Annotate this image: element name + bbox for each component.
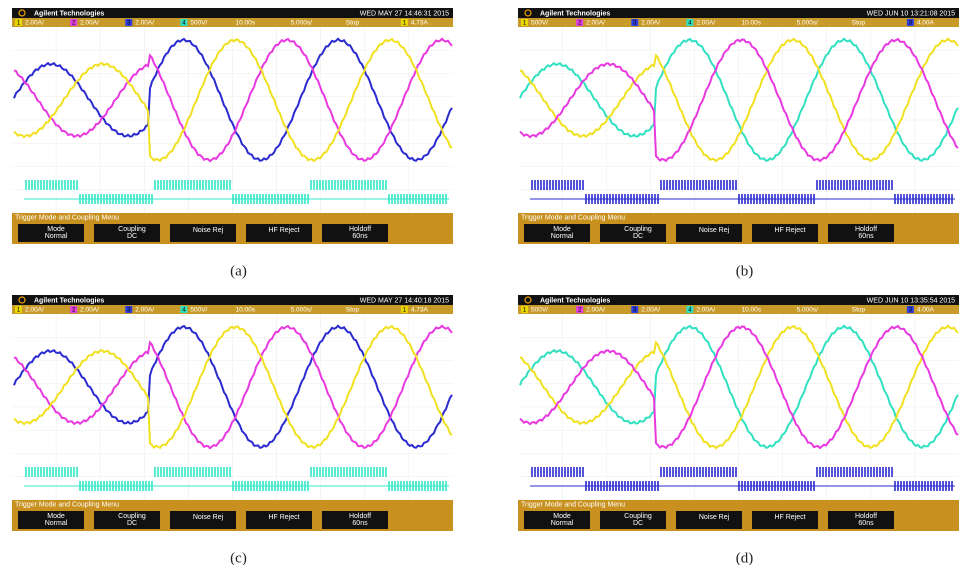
setting: 4.00A xyxy=(917,307,935,314)
softkey-label: Mode xyxy=(47,513,65,520)
setting: 2.00A/ xyxy=(586,307,605,314)
scope-panel: Agilent Technologies WED MAY 27 14:40:18 … xyxy=(12,295,453,565)
setting: Stop xyxy=(852,307,866,314)
settings-bar xyxy=(12,305,453,314)
setting: 10.00s xyxy=(742,307,762,314)
softkey-label: 60ns xyxy=(352,520,368,527)
setting: 2.00A/ xyxy=(641,307,660,314)
brand: Agilent Technologies xyxy=(34,297,104,304)
setting: 500V/ xyxy=(531,20,548,27)
softkey-label: DC xyxy=(633,520,643,527)
softkey-label: Noise Rej xyxy=(699,227,730,234)
setting: Stop xyxy=(346,20,360,27)
setting: 2.00A/ xyxy=(25,20,44,27)
softkey-label: Holdoff xyxy=(349,226,371,233)
softkey-label: Normal xyxy=(551,233,574,240)
caption: (a) xyxy=(230,263,247,279)
setting: 2.00A/ xyxy=(135,307,154,314)
setting: 5.000s/ xyxy=(291,20,313,27)
setting: 10.00s xyxy=(236,20,256,27)
setting: 4.73A xyxy=(411,20,429,27)
softkey-label: Coupling xyxy=(118,226,146,233)
softkey-label: Noise Rej xyxy=(699,514,730,521)
setting: 5.000s/ xyxy=(797,20,819,27)
softkey-label: Coupling xyxy=(624,226,652,233)
scope-panel: Agilent Technologies WED JUN 10 13:21:08 … xyxy=(518,8,959,279)
softkey-label: 60ns xyxy=(352,233,368,240)
setting: Stop xyxy=(346,307,360,314)
softkey-label: Normal xyxy=(551,520,574,527)
menu-title: Trigger Mode and Coupling Menu xyxy=(521,502,625,509)
settings-bar xyxy=(12,18,453,27)
scope-panel: Agilent Technologies WED MAY 27 14:46:31 … xyxy=(12,8,453,279)
setting: 10.00s xyxy=(742,20,762,27)
softkey-label: Mode xyxy=(553,226,571,233)
brand: Agilent Technologies xyxy=(540,297,610,304)
softkey-label: Holdoff xyxy=(855,513,877,520)
setting: 2.00A/ xyxy=(696,20,715,27)
softkey-label: Normal xyxy=(45,520,68,527)
softkey-label: HF Reject xyxy=(774,227,805,234)
softkey-label: Holdoff xyxy=(855,226,877,233)
softkey-label: Mode xyxy=(553,513,571,520)
setting: 2.00A/ xyxy=(696,307,715,314)
setting: 500V/ xyxy=(190,20,207,27)
softkey-label: Noise Rej xyxy=(193,227,224,234)
scope-panel: Agilent Technologies WED JUN 10 13:35:54 … xyxy=(518,295,959,565)
setting: 10.00s xyxy=(236,307,256,314)
softkey-label: 60ns xyxy=(858,233,874,240)
date: WED JUN 10 13:21:08 2015 xyxy=(867,10,955,17)
setting: 4.73A xyxy=(411,307,429,314)
softkey-label: Coupling xyxy=(624,513,652,520)
setting: Stop xyxy=(852,20,866,27)
caption: (c) xyxy=(230,550,247,565)
softkey-label: Normal xyxy=(45,233,68,240)
softkey-label: DC xyxy=(127,520,137,527)
setting: 2.00A/ xyxy=(641,20,660,27)
brand: Agilent Technologies xyxy=(34,10,104,17)
setting: 500V/ xyxy=(531,307,548,314)
setting: 4.00A xyxy=(917,20,935,27)
caption: (b) xyxy=(736,263,754,279)
menu-title: Trigger Mode and Coupling Menu xyxy=(15,502,119,509)
date: WED MAY 27 14:40:18 2015 xyxy=(360,297,449,304)
softkey-label: HF Reject xyxy=(774,514,805,521)
softkey-label: 60ns xyxy=(858,520,874,527)
menu-title: Trigger Mode and Coupling Menu xyxy=(521,215,625,222)
softkey-label: Mode xyxy=(47,226,65,233)
softkey-label: Noise Rej xyxy=(193,514,224,521)
setting: 5.000s/ xyxy=(291,307,313,314)
date: WED MAY 27 14:46:31 2015 xyxy=(360,10,449,17)
setting: 500V/ xyxy=(190,307,207,314)
settings-bar xyxy=(518,18,959,27)
caption: (d) xyxy=(736,550,754,565)
settings-bar xyxy=(518,305,959,314)
softkey-label: Coupling xyxy=(118,513,146,520)
setting: 2.00A/ xyxy=(80,307,99,314)
setting: 2.00A/ xyxy=(586,20,605,27)
setting: 2.00A/ xyxy=(135,20,154,27)
softkey-label: DC xyxy=(633,233,643,240)
softkey-label: HF Reject xyxy=(268,227,299,234)
softkey-label: DC xyxy=(127,233,137,240)
menu-title: Trigger Mode and Coupling Menu xyxy=(15,215,119,222)
setting: 2.00A/ xyxy=(80,20,99,27)
date: WED JUN 10 13:35:54 2015 xyxy=(867,297,955,304)
brand: Agilent Technologies xyxy=(540,10,610,17)
figure: Agilent Technologies WED MAY 27 14:46:31 … xyxy=(0,0,959,565)
setting: 2.00A/ xyxy=(25,307,44,314)
softkey-label: Holdoff xyxy=(349,513,371,520)
softkey-label: HF Reject xyxy=(268,514,299,521)
setting: 5.000s/ xyxy=(797,307,819,314)
